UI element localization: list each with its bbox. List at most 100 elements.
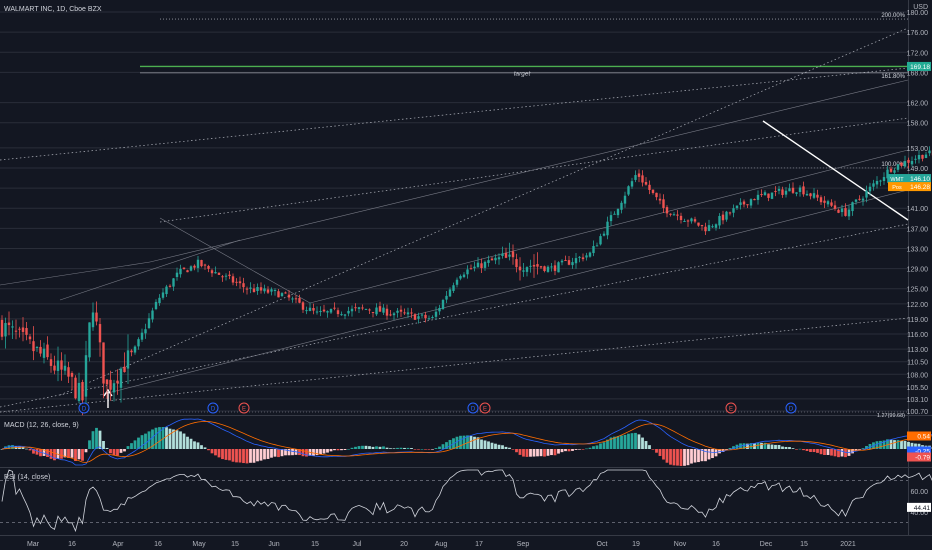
candle-body: [154, 301, 158, 310]
macd-histogram-bar: [53, 449, 56, 461]
candle-body: [907, 159, 910, 163]
candle-body: [473, 266, 476, 269]
candle-body: [924, 154, 928, 159]
candle-body: [760, 194, 763, 196]
rsi-tag-value: 44.41: [914, 505, 931, 512]
candle-body: [375, 307, 378, 315]
candle-body: [91, 312, 95, 328]
macd-histogram-bar: [196, 442, 200, 449]
candle-body: [637, 173, 641, 177]
macd-histogram-bar: [98, 430, 102, 449]
macd-histogram-bar: [770, 444, 774, 449]
candle-body: [123, 366, 126, 373]
macd-histogram-bar: [137, 437, 140, 449]
candle-body: [665, 207, 669, 214]
price-tick: 100.70: [907, 409, 929, 416]
candle-body: [11, 326, 14, 328]
macd-histogram-bar: [151, 429, 154, 449]
candle-body: [259, 287, 263, 291]
candle-body: [434, 311, 438, 317]
price-tick: 158.00: [907, 121, 929, 128]
candle-body: [399, 309, 403, 312]
macd-histogram-bar: [511, 449, 515, 450]
candle-body: [203, 264, 207, 266]
candle-body: [256, 287, 259, 291]
candle-body: [774, 190, 777, 192]
candle-body: [81, 382, 84, 401]
candle-body: [851, 202, 854, 212]
candle-body: [0, 319, 4, 337]
candle-body: [861, 198, 865, 201]
event-marker-label: D: [211, 407, 216, 413]
channel-line: [0, 317, 909, 413]
macd-histogram-bar: [133, 440, 137, 449]
macd-histogram-bar: [119, 449, 123, 453]
price-tick: 133.00: [907, 246, 929, 253]
candle-body: [613, 213, 616, 215]
candle-body: [522, 270, 525, 272]
macd-histogram-bar: [784, 446, 788, 449]
macd-histogram-bar: [851, 449, 854, 454]
candle-body: [126, 350, 130, 369]
candle-body: [368, 309, 371, 311]
price-tick: 119.00: [907, 317, 928, 324]
price-tick: 176.00: [907, 30, 929, 37]
candle-body: [455, 279, 459, 285]
candle-body: [672, 214, 676, 216]
candle-body: [179, 268, 182, 275]
macd-histogram-bar: [364, 445, 368, 449]
macd-histogram-bar: [539, 449, 543, 457]
macd-histogram-bar: [504, 446, 508, 449]
macd-histogram-bar: [693, 449, 697, 463]
candle-body: [56, 360, 60, 371]
candle-body: [816, 194, 819, 198]
candle-body: [627, 186, 630, 195]
candle-body: [599, 236, 602, 245]
macd-title: MACD (12, 26, close, 9): [4, 422, 79, 429]
macd-histogram-bar: [501, 445, 504, 449]
time-tick: 19: [632, 541, 640, 548]
candle-body: [560, 260, 564, 263]
candle-body: [798, 187, 802, 192]
macd-histogram-bar: [259, 449, 263, 461]
candle-body: [833, 205, 837, 209]
target-label: target: [514, 70, 532, 77]
macd-histogram-bar: [546, 449, 550, 456]
candle-body: [539, 266, 543, 268]
macd-histogram-bar: [466, 435, 469, 449]
candle-body: [378, 306, 382, 312]
macd-histogram-bar: [662, 449, 665, 460]
macd-histogram-bar: [525, 449, 529, 457]
macd-histogram-bar: [385, 447, 389, 449]
macd-histogram-bar: [480, 439, 483, 449]
macd-histogram-bar: [494, 443, 497, 449]
macd-tag: [907, 446, 931, 456]
candle-body: [336, 310, 340, 315]
candle-body: [529, 265, 532, 267]
macd-histogram-bar: [378, 446, 382, 449]
macd-line: [1, 418, 932, 466]
macd-histogram-bar: [819, 449, 823, 455]
trend-line: [99, 189, 909, 396]
macd-histogram-bar: [868, 443, 872, 449]
price-tag-prefix: Pos: [892, 185, 902, 191]
macd-histogram-bar: [560, 449, 564, 453]
macd-histogram-bar: [599, 443, 602, 449]
candle-body: [756, 194, 760, 200]
macd-histogram-bar: [858, 449, 861, 450]
candle-body: [116, 380, 119, 384]
macd-histogram-bar: [882, 440, 886, 449]
downtrend-line: [762, 120, 909, 221]
macd-histogram-bar: [165, 427, 168, 449]
candle-body: [564, 260, 567, 262]
candle-body: [186, 270, 189, 273]
candle-body: [284, 292, 287, 294]
macd-histogram-bar: [74, 449, 77, 462]
event-marker-icon: [467, 402, 479, 414]
candle-body: [592, 246, 595, 254]
candle-body: [711, 226, 714, 228]
macd-histogram-bar: [718, 449, 721, 454]
macd-histogram-bar: [154, 427, 158, 449]
macd-histogram-bar: [777, 444, 781, 449]
